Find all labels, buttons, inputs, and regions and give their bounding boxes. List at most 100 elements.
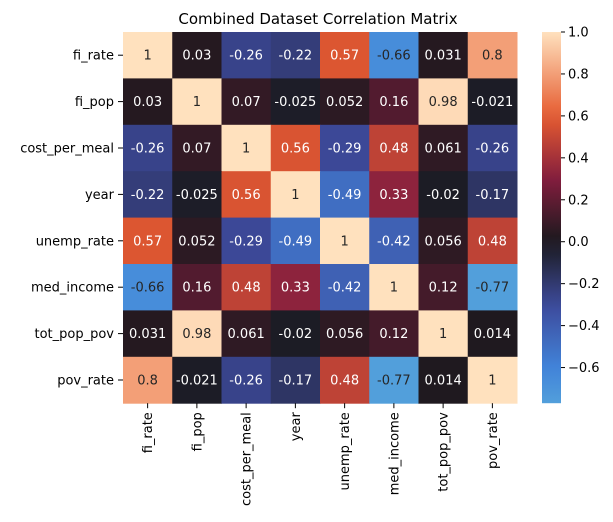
cell-value-label: -0.26 [131, 142, 165, 157]
cell-value-label: 0.07 [232, 95, 261, 110]
cell-value-label: 0.014 [474, 327, 511, 342]
colorbar-tick-label: 0.6 [568, 109, 589, 124]
cell-value-label: 0.031 [129, 327, 166, 342]
heatmap-cell [369, 217, 419, 265]
y-tick-label: year [85, 188, 115, 203]
heatmap-cell [123, 217, 173, 265]
heatmap-cell [270, 124, 321, 172]
x-tick-label: fi_rate [141, 412, 156, 453]
cell-value-label: -0.025 [274, 95, 316, 110]
cell-value-label: 1 [390, 281, 398, 296]
cell-value-label: 0.8 [482, 49, 503, 64]
cell-value-label: 1 [143, 49, 151, 64]
heatmap-cell [369, 32, 419, 79]
heatmap-cell [172, 78, 222, 126]
heatmap-cell [320, 310, 370, 358]
colorbar-tick-label: 0.2 [568, 193, 589, 208]
heatmap-cell [123, 32, 173, 79]
y-tick-label: fi_pop [75, 95, 114, 110]
colorbar-tick-label: −0.6 [568, 361, 600, 376]
cell-value-label: 0.12 [379, 327, 408, 342]
cell-value-label: 0.48 [478, 234, 507, 249]
colorbar-gradient [542, 32, 561, 404]
x-tick-label: med_income [387, 412, 402, 495]
heatmap-cell [172, 356, 222, 404]
heatmap-cell [270, 171, 321, 219]
heatmap-cell [467, 171, 518, 219]
cell-value-label: -0.49 [279, 234, 313, 249]
heatmap-cell [418, 264, 469, 311]
heatmap-cell [172, 264, 222, 311]
cell-value-label: 1 [439, 327, 447, 342]
heatmap-cell [221, 264, 272, 311]
colorbar-tick-label: −0.4 [568, 319, 600, 334]
cell-value-label: 1 [242, 142, 250, 157]
cell-value-label: 1 [488, 374, 496, 389]
heatmap-cell [418, 356, 469, 404]
cell-value-label: 0.8 [137, 374, 158, 389]
cell-value-label: -0.22 [279, 49, 313, 64]
heatmap-cell [418, 171, 469, 219]
heatmap-cell [320, 264, 370, 311]
heatmap-cell [123, 124, 173, 172]
cell-value-label: 0.98 [429, 95, 458, 110]
cell-value-label: 0.98 [182, 327, 211, 342]
heatmap-cell [270, 78, 321, 126]
heatmap-cell [467, 264, 518, 311]
cell-value-label: 0.33 [281, 281, 310, 296]
heatmap-cell [369, 171, 419, 219]
heatmap-cell [221, 32, 272, 79]
heatmap-cell [123, 78, 173, 126]
heatmap-cell [270, 217, 321, 265]
heatmap-cell [320, 171, 370, 219]
chart-title: Combined Dataset Correlation Matrix [178, 10, 457, 28]
cell-value-label: -0.17 [476, 188, 510, 203]
x-tick-label: year [289, 412, 304, 442]
heatmap-cell [320, 217, 370, 265]
cell-value-label: 0.48 [379, 142, 408, 157]
colorbar-tick-label: 0.0 [568, 235, 589, 250]
heatmap-cell [172, 124, 222, 172]
heatmap-cell [123, 264, 173, 311]
cell-value-label: 0.061 [425, 142, 462, 157]
cell-value-label: 0.056 [326, 327, 363, 342]
cell-value-label: 0.57 [330, 49, 359, 64]
heatmap-cell [467, 32, 518, 79]
heatmap-cell [418, 124, 469, 172]
cell-value-label: -0.49 [328, 188, 362, 203]
heatmap-cell [418, 78, 469, 126]
cell-value-label: 0.07 [182, 142, 211, 157]
cell-value-label: 0.03 [133, 95, 162, 110]
heatmap-cell [369, 78, 419, 126]
colorbar: −0.6 −0.4 −0.2 0.0 0.2 0.4 0.6 0.8 1.0 [542, 26, 600, 404]
x-tick-labels: fi_rate fi_pop cost_per_meal year unemp_rate… [141, 403, 501, 506]
heatmap-cell [467, 356, 518, 404]
cell-value-label: -0.26 [476, 142, 510, 157]
heatmap-cell [467, 310, 518, 358]
heatmap-cell [320, 32, 370, 79]
heatmap-cell [369, 356, 419, 404]
cell-value-label: 0.48 [232, 281, 261, 296]
heatmap-cell [123, 356, 173, 404]
heatmap-cell [320, 124, 370, 172]
cell-value-label: 0.16 [182, 281, 211, 296]
heatmap-cell [221, 310, 272, 358]
heatmap-cell [467, 78, 518, 126]
cell-value-label: -0.77 [377, 374, 411, 389]
cell-value-label: -0.021 [471, 95, 513, 110]
colorbar-tick-label: 0.8 [568, 67, 589, 82]
cell-value-label: 1 [193, 95, 201, 110]
heatmap-cell [369, 310, 419, 358]
cell-value-label: 0.056 [425, 234, 462, 249]
cell-value-label: 0.33 [379, 188, 408, 203]
heatmap-cell [320, 78, 370, 126]
cell-value-label: 0.48 [330, 374, 359, 389]
cell-value-label: 1 [340, 234, 348, 249]
cell-value-label: -0.77 [476, 281, 510, 296]
cell-value-label: 1 [291, 188, 299, 203]
cell-value-label: -0.26 [229, 374, 263, 389]
cell-value-label: -0.22 [131, 188, 165, 203]
cell-value-label: -0.26 [229, 49, 263, 64]
y-tick-label: fi_rate [73, 49, 114, 64]
